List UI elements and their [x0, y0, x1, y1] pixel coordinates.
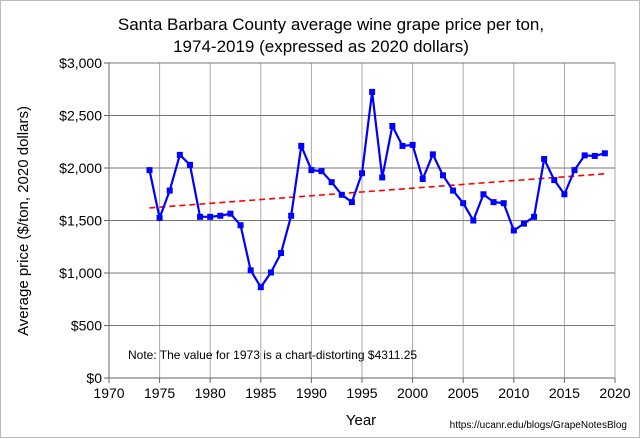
data-point: [470, 217, 477, 224]
y-tick-label: $0: [86, 370, 102, 386]
trendline: [149, 172, 605, 209]
data-point: [389, 123, 396, 129]
data-point: [510, 227, 517, 234]
data-point: [601, 150, 608, 157]
data-point: [288, 212, 295, 219]
data-point: [480, 191, 487, 198]
x-tick-label: 1985: [245, 385, 276, 401]
y-tick-label: $500: [71, 318, 102, 334]
y-axis-label: Average price ($/ton, 2020 dollars): [15, 106, 32, 336]
chart-subtitle: 1974-2019 (expressed as 2020 dollars): [173, 37, 469, 56]
y-tick-label: $2,000: [59, 160, 102, 176]
data-point: [581, 152, 588, 159]
data-point: [450, 187, 457, 194]
data-point: [207, 213, 214, 220]
data-point: [176, 151, 183, 158]
data-point: [247, 267, 254, 274]
data-point: [298, 142, 305, 149]
data-point: [379, 174, 386, 181]
data-point: [257, 284, 264, 291]
data-point: [308, 167, 315, 174]
x-tick-label: 2000: [397, 385, 428, 401]
x-tick-label: 2015: [549, 385, 580, 401]
x-tick-label: 1970: [93, 385, 124, 401]
data-point: [490, 199, 497, 206]
data-point: [561, 191, 568, 198]
data-point: [369, 88, 376, 95]
data-point: [197, 213, 204, 220]
y-tick-label: $1,500: [59, 213, 102, 229]
x-tick-label: 1990: [296, 385, 327, 401]
chart-title: Santa Barbara County average wine grape …: [118, 15, 544, 34]
data-point: [338, 191, 345, 198]
annotation-note: Note: The value for 1973 is a chart-dist…: [128, 348, 417, 362]
data-point: [531, 213, 538, 220]
y-tick-label: $1,000: [59, 265, 102, 281]
source-url: https://ucanr.edu/blogs/GrapeNotesBlog: [450, 420, 627, 431]
x-tick-label: 1995: [346, 385, 377, 401]
data-point: [186, 161, 193, 168]
data-point: [460, 200, 467, 207]
y-tick-label: $2,500: [59, 108, 102, 124]
data-point: [520, 220, 527, 227]
data-point: [146, 167, 153, 174]
data-point: [156, 214, 163, 221]
data-point: [439, 172, 446, 179]
data-point: [217, 212, 224, 219]
data-point: [409, 141, 416, 148]
data-point: [429, 151, 436, 158]
data-point: [267, 269, 274, 276]
x-tick-label: 1975: [144, 385, 175, 401]
y-tick-label: $3,000: [59, 55, 102, 71]
data-point: [359, 170, 365, 177]
price-line: [148, 91, 606, 290]
data-point: [551, 177, 558, 184]
data-point: [237, 222, 244, 229]
x-tick-label: 2005: [448, 385, 479, 401]
data-point: [328, 179, 335, 186]
data-point: [571, 167, 578, 174]
x-tick-label: 1980: [195, 385, 226, 401]
data-point: [500, 200, 507, 207]
data-point: [318, 168, 325, 175]
data-point: [399, 142, 406, 149]
x-tick-label: 2020: [599, 385, 630, 401]
data-point: [348, 199, 355, 206]
data-point: [278, 250, 285, 257]
data-point: [419, 176, 426, 183]
data-point: [166, 187, 173, 194]
data-point: [541, 156, 548, 163]
x-axis-label: Year: [346, 412, 376, 429]
data-point: [591, 152, 598, 159]
x-tick-label: 2010: [498, 385, 529, 401]
data-point: [227, 210, 234, 217]
